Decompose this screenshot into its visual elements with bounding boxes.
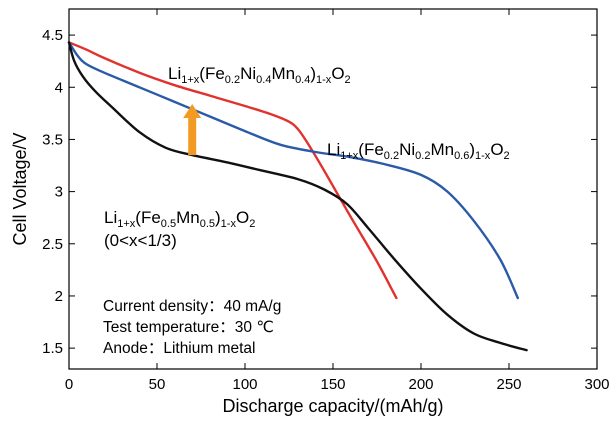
y-tick-label-1.5: 1.5 bbox=[42, 340, 63, 357]
x-axis-tick-labels: 0 50 100 150 200 250 300 bbox=[65, 376, 609, 393]
y-tick-label-4: 4 bbox=[55, 79, 63, 96]
series-lines bbox=[67, 41, 528, 352]
voltage-increase-arrow bbox=[183, 103, 202, 156]
series-line-fe02ni02mn06 bbox=[67, 41, 519, 300]
plot-frame bbox=[68, 8, 598, 370]
note-anode: Anode：Lithium metal bbox=[103, 340, 256, 357]
y-axis-tick-labels: 1.5 2 2.5 3 3.5 4 4.5 bbox=[42, 27, 63, 357]
x-tick-label-50: 50 bbox=[149, 376, 166, 393]
y-tick-label-2.5: 2.5 bbox=[42, 236, 63, 253]
y-tick-label-4.5: 4.5 bbox=[42, 27, 63, 44]
series-label-fe05mn05: Li1+x(Fe0.5Mn0.5)1-xO2 bbox=[104, 208, 255, 230]
x-tick-label-150: 150 bbox=[320, 376, 345, 393]
y-tick-label-2: 2 bbox=[55, 288, 63, 305]
series-label-fe02ni04mn04: Li1+x(Fe0.2Ni0.4Mn0.4)1-xO2 bbox=[168, 64, 351, 86]
x-tick-label-100: 100 bbox=[232, 376, 257, 393]
series-line-fe02ni04mn04 bbox=[67, 41, 398, 300]
note-test-temperature: Test temperature：30 ℃ bbox=[103, 319, 274, 336]
x-axis-ticks bbox=[68, 9, 598, 369]
y-axis-ticks bbox=[69, 34, 597, 349]
y-tick-label-3: 3 bbox=[55, 184, 63, 201]
x-axis-label: Discharge capacity/(mAh/g) bbox=[222, 396, 443, 416]
x-tick-label-300: 300 bbox=[584, 376, 609, 393]
y-axis-label: Cell Voltage/V bbox=[10, 132, 30, 245]
series-label-x-range: (0<x<1/3) bbox=[104, 231, 177, 250]
series-line-fe05mn05 bbox=[67, 41, 528, 352]
x-tick-label-250: 250 bbox=[496, 376, 521, 393]
x-tick-label-0: 0 bbox=[65, 376, 73, 393]
y-tick-label-3.5: 3.5 bbox=[42, 131, 63, 148]
arrow-head bbox=[183, 103, 202, 118]
x-tick-label-200: 200 bbox=[408, 376, 433, 393]
series-label-fe02ni02mn06: Li1+x(Fe0.2Ni0.2Mn0.6)1-xO2 bbox=[327, 140, 510, 162]
arrow-shaft bbox=[188, 116, 197, 156]
note-current-density: Current density：40 mA/g bbox=[103, 298, 281, 315]
